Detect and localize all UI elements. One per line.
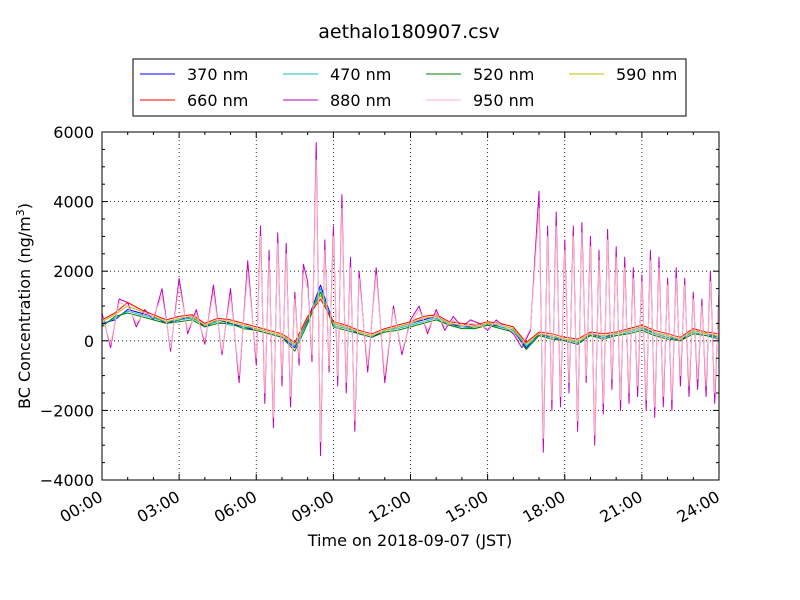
x-tick-label: 03:00 — [134, 487, 183, 527]
y-axis-label-end: ) — [15, 203, 34, 209]
x-tick-labels: 00:00 03:00 06:00 09:00 12:00 15:00 18:00 21:00… — [57, 487, 723, 527]
x-tick-label: 06:00 — [211, 487, 260, 527]
plot-area — [102, 132, 719, 480]
y-tick-label: 4000 — [53, 193, 94, 212]
series-layer — [101, 141, 720, 457]
y-axis-label-sup: 3 — [14, 209, 27, 216]
legend-label-880-nm: 880 nm — [330, 91, 391, 110]
legend-label-950-nm: 950 nm — [473, 91, 534, 110]
legend-label-470-nm: 470 nm — [330, 65, 391, 84]
ticks — [101, 131, 720, 481]
y-axis-label: BC Concentration (ng/m3) — [14, 203, 34, 409]
x-tick-label: 12:00 — [365, 487, 414, 527]
x-tick-label: 00:00 — [57, 487, 106, 527]
legend-label-520-nm: 520 nm — [473, 65, 534, 84]
legend-label-660-nm: 660 nm — [187, 91, 248, 110]
legend-box — [132, 58, 687, 117]
legend-label-370-nm: 370 nm — [187, 65, 248, 84]
y-tick-labels: −4000 −2000 0 2000 4000 6000 — [40, 123, 94, 490]
x-tick-label: 24:00 — [674, 487, 723, 527]
series-line-660-nm — [101, 298, 720, 343]
series-line-950-nm — [101, 159, 720, 443]
x-tick-label: 18:00 — [519, 487, 568, 527]
x-axis-label: Time on 2018-09-07 (JST) — [307, 531, 512, 550]
legend: 370 nm 470 nm 520 nm 590 nm 660 nm 880 nm 950 … — [132, 58, 687, 117]
y-axis-label-main: BC Concentration (ng/m — [15, 216, 34, 409]
legend-label-590-nm: 590 nm — [616, 65, 677, 84]
y-tick-label: 6000 — [53, 123, 94, 142]
y-tick-label: −4000 — [40, 471, 94, 490]
x-tick-label: 15:00 — [442, 487, 491, 527]
grid — [101, 132, 720, 480]
x-tick-label: 21:00 — [596, 487, 645, 527]
chart-title: aethalo180907.csv — [318, 21, 500, 43]
y-tick-label: 0 — [84, 332, 94, 351]
y-tick-label: −2000 — [40, 401, 94, 420]
series-line-520-nm — [101, 291, 720, 352]
y-tick-label: 2000 — [53, 262, 94, 281]
x-tick-label: 09:00 — [288, 487, 337, 527]
